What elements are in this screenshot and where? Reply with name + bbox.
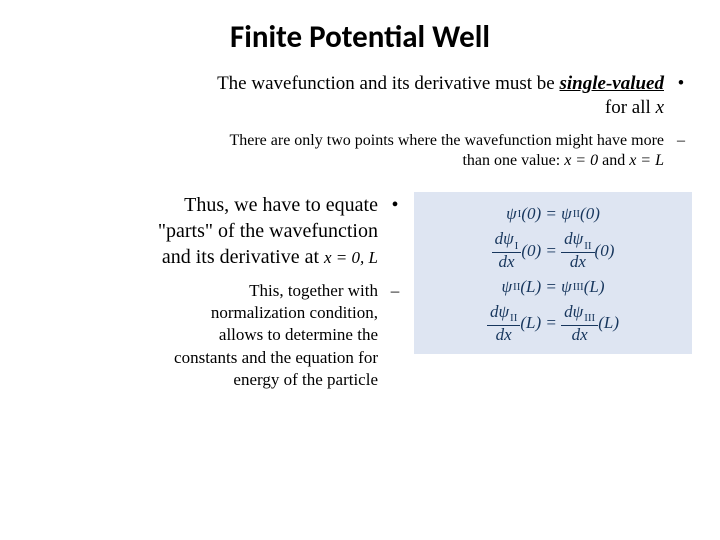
bullet-marker: •: [664, 72, 692, 96]
equation-box: ψI(0) = ψII(0) dψI dx (0) = dψII dx (0) …: [414, 192, 692, 354]
frac: dψI dx: [492, 230, 522, 271]
zero: 0: [600, 241, 609, 261]
bullet-2-text: There are only two points where the wave…: [28, 131, 664, 173]
rp: ): [599, 277, 605, 297]
frac: dψII dx: [561, 230, 594, 271]
d: d: [564, 229, 573, 248]
psi: ψ: [501, 277, 512, 297]
L: L: [526, 277, 535, 297]
sub-iii: III: [583, 312, 595, 324]
b3-l2: "parts" of the wavefunction: [158, 220, 378, 242]
eq-sign: =: [545, 277, 556, 297]
lower-left-col: Thus, we have to equate "parts" of the w…: [28, 192, 406, 400]
sub-ii: II: [572, 208, 580, 220]
bullet-1: The wavefunction and its derivative must…: [28, 72, 692, 121]
zero: 0: [527, 241, 536, 261]
eq-4: dψII dx (L) = dψIII dx (L): [420, 303, 686, 344]
L: L: [589, 277, 598, 297]
eq-sign: =: [545, 241, 556, 261]
b1-pre: The wavefunction and its derivative must…: [217, 73, 559, 94]
psi: ψ: [573, 229, 584, 248]
eq-3: ψII(L) = ψIII(L): [420, 277, 686, 297]
psi: ψ: [498, 302, 509, 321]
b1-post: for all: [605, 97, 656, 118]
rp: ): [609, 241, 615, 261]
bullet-3: Thus, we have to equate "parts" of the w…: [28, 192, 406, 270]
b4-l1: This, together with: [249, 281, 378, 300]
rp: ): [536, 241, 542, 261]
dx: dx: [495, 253, 517, 271]
b2-pre: There are only two points where the wave…: [229, 132, 664, 149]
dx: dx: [567, 253, 589, 271]
b4-l3: allows to determine the: [219, 325, 378, 344]
bullet-4-text: This, together with normalization condit…: [28, 280, 378, 390]
L: L: [604, 313, 613, 333]
b3-l3a: and its derivative at: [162, 246, 324, 268]
L: L: [526, 313, 535, 333]
bullet-marker: •: [378, 192, 406, 218]
sub-iii: III: [572, 281, 584, 293]
d: d: [564, 302, 573, 321]
b4-l4: constants and the equation for: [174, 348, 378, 367]
rp: ): [536, 204, 542, 224]
rp: ): [536, 313, 542, 333]
zero: 0: [586, 204, 595, 224]
eq-sign: =: [545, 313, 556, 333]
b1-emph: single-valued: [560, 73, 665, 94]
bullet-3-text: Thus, we have to equate "parts" of the w…: [28, 192, 378, 270]
frac: dψII dx: [487, 303, 520, 344]
psi: ψ: [561, 277, 572, 297]
slide-title: Finite Potential Well: [28, 18, 692, 56]
sub-ii: II: [509, 312, 517, 324]
bullet-marker: –: [378, 280, 406, 302]
dx: dx: [493, 326, 515, 344]
equation-box-wrap: ψI(0) = ψII(0) dψI dx (0) = dψII dx (0) …: [414, 192, 692, 400]
psi: ψ: [561, 204, 572, 224]
d: d: [495, 229, 504, 248]
psi: ψ: [503, 229, 514, 248]
rp: ): [613, 313, 619, 333]
sub-i: I: [514, 240, 519, 252]
b2-eq2: x = L: [629, 152, 664, 169]
rp: ): [536, 277, 542, 297]
rp: ): [594, 204, 600, 224]
bullet-2: There are only two points where the wave…: [28, 131, 692, 173]
psi: ψ: [573, 302, 584, 321]
b4-l5: energy of the particle: [233, 370, 378, 389]
bullet-4: This, together with normalization condit…: [28, 280, 406, 390]
sub-ii: II: [583, 240, 591, 252]
psi: ψ: [506, 204, 517, 224]
sub-ii: II: [512, 281, 520, 293]
b2-line2a: than one value:: [462, 152, 564, 169]
eq-1: ψI(0) = ψII(0): [420, 204, 686, 224]
eq-sign: =: [545, 204, 556, 224]
zero: 0: [527, 204, 536, 224]
bullet-marker: –: [664, 131, 692, 152]
b4-l2: normalization condition,: [211, 303, 378, 322]
eq-2: dψI dx (0) = dψII dx (0): [420, 230, 686, 271]
b2-eq1: x = 0: [564, 152, 598, 169]
b1-var: x: [656, 97, 664, 118]
lower-section: Thus, we have to equate "parts" of the w…: [28, 192, 692, 400]
frac: dψIII dx: [561, 303, 598, 344]
dx: dx: [569, 326, 591, 344]
b3-l3b: x = 0, L: [324, 248, 378, 267]
b3-l1: Thus, we have to equate: [184, 194, 378, 216]
b2-and: and: [598, 152, 629, 169]
bullet-1-text: The wavefunction and its derivative must…: [28, 72, 664, 121]
